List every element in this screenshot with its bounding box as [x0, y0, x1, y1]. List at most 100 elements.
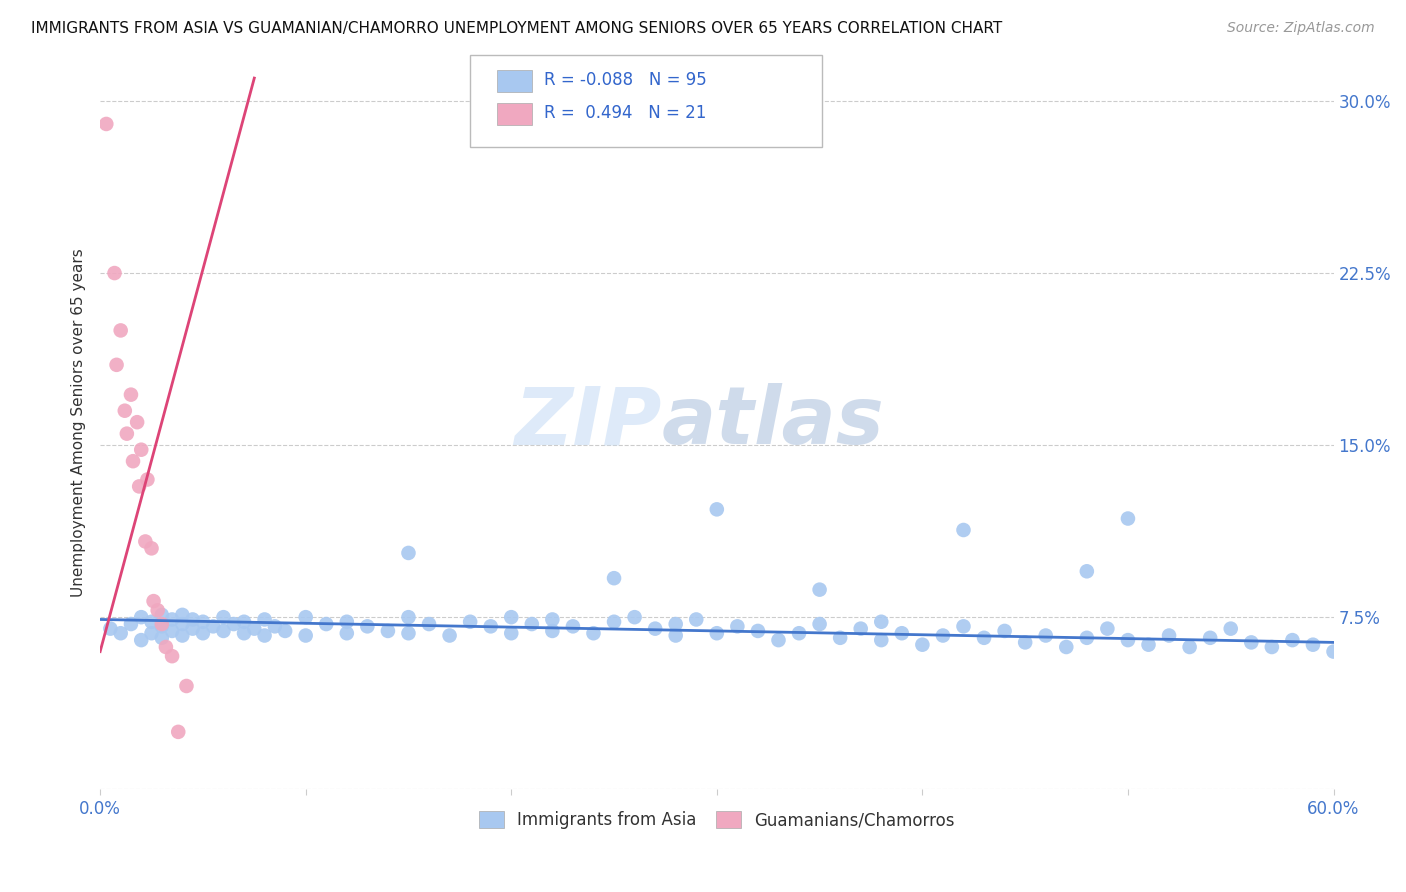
Point [1302, 638, 1324, 652]
Legend: Immigrants from Asia, Guamanians/Chamorros: Immigrants from Asia, Guamanians/Chamorr… [472, 805, 962, 836]
Point [136, 473, 159, 487]
Point [725, 619, 748, 633]
Point [129, 633, 152, 648]
Point [952, 523, 974, 537]
Point [398, 546, 420, 560]
Point [233, 626, 256, 640]
Text: atlas: atlas [661, 384, 884, 461]
Point [96, 117, 118, 131]
Point [1240, 635, 1263, 649]
Point [685, 612, 707, 626]
Point [122, 454, 145, 468]
Text: R = -0.088   N = 95: R = -0.088 N = 95 [544, 71, 707, 89]
Point [222, 617, 245, 632]
Point [1261, 640, 1284, 654]
Bar [498, 70, 531, 92]
Point [808, 582, 831, 597]
Point [849, 622, 872, 636]
Point [952, 619, 974, 633]
Point [141, 615, 163, 629]
Point [1097, 622, 1119, 636]
Point [561, 619, 583, 633]
FancyBboxPatch shape [470, 55, 821, 147]
Point [582, 626, 605, 640]
Point [398, 626, 420, 640]
Point [176, 679, 198, 693]
Point [911, 638, 934, 652]
Point [1322, 644, 1344, 658]
Point [129, 610, 152, 624]
Point [100, 622, 122, 636]
Point [127, 415, 149, 429]
Point [418, 617, 440, 632]
Point [110, 626, 132, 640]
Point [146, 603, 169, 617]
Point [1076, 564, 1098, 578]
Point [150, 607, 173, 622]
Y-axis label: Unemployment Among Seniors over 65 years: Unemployment Among Seniors over 65 years [72, 248, 86, 597]
Point [315, 617, 337, 632]
Text: Source: ZipAtlas.com: Source: ZipAtlas.com [1227, 21, 1375, 35]
Point [274, 624, 297, 638]
Point [129, 442, 152, 457]
Point [243, 622, 266, 636]
Point [336, 615, 359, 629]
Point [172, 628, 194, 642]
Point [253, 612, 276, 626]
Point [1157, 628, 1180, 642]
Point [160, 649, 183, 664]
Text: ZIP: ZIP [515, 384, 661, 461]
Point [870, 633, 893, 648]
Point [120, 387, 142, 401]
Point [141, 541, 163, 556]
Point [501, 610, 523, 624]
Point [150, 617, 173, 632]
Point [150, 619, 173, 633]
Point [1014, 635, 1036, 649]
Point [212, 624, 235, 638]
Point [787, 626, 810, 640]
Point [973, 631, 995, 645]
Point [808, 617, 831, 632]
Point [830, 631, 852, 645]
Point [263, 619, 285, 633]
Point [1054, 640, 1077, 654]
Point [1116, 511, 1139, 525]
Point [191, 615, 214, 629]
Point [155, 640, 177, 654]
Point [134, 534, 156, 549]
Point [1178, 640, 1201, 654]
Point [623, 610, 645, 624]
Point [1199, 631, 1222, 645]
Point [110, 323, 132, 337]
Point [520, 617, 543, 632]
Point [603, 615, 626, 629]
Point [665, 628, 688, 642]
Point [294, 628, 316, 642]
Point [150, 631, 173, 645]
Point [479, 619, 502, 633]
Point [181, 612, 204, 626]
Bar [498, 103, 531, 125]
Point [142, 594, 165, 608]
Point [1035, 628, 1057, 642]
Point [233, 615, 256, 629]
Point [706, 626, 728, 640]
Point [167, 724, 190, 739]
Point [458, 615, 481, 629]
Point [603, 571, 626, 585]
Point [768, 633, 790, 648]
Point [160, 624, 183, 638]
Point [1219, 622, 1241, 636]
Point [1281, 633, 1303, 648]
Point [541, 612, 564, 626]
Point [160, 612, 183, 626]
Point [501, 626, 523, 640]
Point [439, 628, 461, 642]
Text: IMMIGRANTS FROM ASIA VS GUAMANIAN/CHAMORRO UNEMPLOYMENT AMONG SENIORS OVER 65 YE: IMMIGRANTS FROM ASIA VS GUAMANIAN/CHAMOR… [31, 21, 1002, 36]
Point [212, 610, 235, 624]
Point [1116, 633, 1139, 648]
Point [377, 624, 399, 638]
Point [890, 626, 912, 640]
Point [932, 628, 955, 642]
